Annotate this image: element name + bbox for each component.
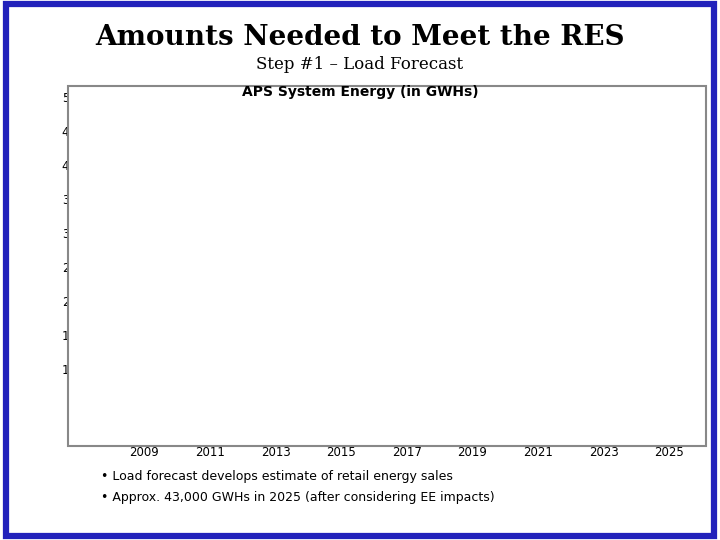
Bar xyxy=(461,164,485,184)
Bar xyxy=(592,160,616,437)
Bar xyxy=(461,184,485,187)
Bar xyxy=(395,176,418,198)
Bar xyxy=(329,194,353,213)
Bar xyxy=(166,239,189,437)
Bar xyxy=(362,207,386,210)
Bar xyxy=(461,187,485,437)
Text: Step #1 – Load Forecast: Step #1 – Load Forecast xyxy=(256,56,464,73)
Bar xyxy=(231,233,255,437)
Bar xyxy=(362,185,386,207)
Bar xyxy=(132,215,156,232)
Bar xyxy=(526,176,550,179)
Bar xyxy=(657,142,681,145)
Bar xyxy=(428,191,451,194)
Bar xyxy=(493,181,517,437)
Bar xyxy=(624,121,648,150)
Bar xyxy=(264,229,287,437)
Bar xyxy=(264,225,287,229)
Bar xyxy=(493,179,517,181)
Bar xyxy=(198,235,222,437)
Bar xyxy=(624,153,648,437)
Text: Amounts Needed to Meet the RES: Amounts Needed to Meet the RES xyxy=(95,24,625,51)
Text: APS System Energy (in GWHs): APS System Energy (in GWHs) xyxy=(242,85,478,99)
Bar xyxy=(329,216,353,437)
Bar xyxy=(526,151,550,176)
Bar xyxy=(559,168,582,437)
Bar xyxy=(297,222,320,225)
Bar xyxy=(657,118,681,142)
Bar xyxy=(166,235,189,239)
Bar xyxy=(362,210,386,437)
Text: • Approx. 43,000 GWHs in 2025 (after considering EE impacts): • Approx. 43,000 GWHs in 2025 (after con… xyxy=(101,491,495,504)
Bar xyxy=(395,198,418,201)
Legend: Retail Energy Sales, Energy Losses, Wholesale Sales: Retail Energy Sales, Energy Losses, Whol… xyxy=(117,103,359,136)
Bar xyxy=(526,179,550,437)
Bar xyxy=(132,232,156,237)
Bar xyxy=(329,213,353,216)
Bar xyxy=(493,157,517,179)
Text: • Load forecast develops estimate of retail energy sales: • Load forecast develops estimate of ret… xyxy=(101,470,453,483)
Bar xyxy=(395,201,418,437)
Bar xyxy=(132,237,156,437)
Bar xyxy=(297,225,320,437)
Bar xyxy=(264,206,287,225)
Bar xyxy=(592,130,616,157)
Bar xyxy=(231,210,255,228)
Bar xyxy=(624,150,648,153)
Bar xyxy=(559,166,582,168)
Bar xyxy=(559,140,582,166)
Bar xyxy=(198,212,222,230)
Bar xyxy=(166,216,189,235)
Bar xyxy=(428,170,451,191)
Bar xyxy=(657,145,681,437)
Bar xyxy=(592,157,616,160)
Bar xyxy=(231,228,255,233)
Bar xyxy=(428,194,451,437)
Bar xyxy=(198,230,222,235)
Bar xyxy=(297,204,320,222)
